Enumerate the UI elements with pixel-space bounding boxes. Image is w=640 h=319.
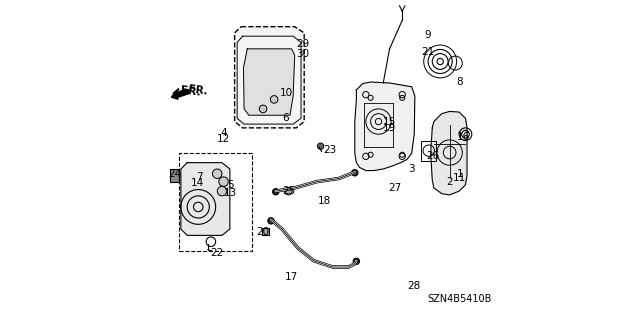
Text: 1: 1 <box>456 169 463 179</box>
Circle shape <box>273 189 279 195</box>
Circle shape <box>219 177 228 186</box>
Circle shape <box>353 258 360 264</box>
Text: 16: 16 <box>457 132 470 142</box>
Text: 25: 25 <box>282 186 295 196</box>
Text: 3: 3 <box>408 164 415 174</box>
Circle shape <box>212 169 222 178</box>
Text: 15: 15 <box>383 116 396 127</box>
Text: 21: 21 <box>421 47 434 57</box>
Text: 19: 19 <box>383 123 396 133</box>
Text: 18: 18 <box>318 196 332 206</box>
Text: 26: 26 <box>426 151 439 161</box>
Polygon shape <box>243 49 294 115</box>
Text: 28: 28 <box>408 281 421 291</box>
Polygon shape <box>355 82 415 171</box>
FancyArrow shape <box>172 90 189 99</box>
Text: 2: 2 <box>446 177 453 187</box>
Text: 27: 27 <box>388 183 401 193</box>
Polygon shape <box>235 27 304 128</box>
Bar <box>179 153 252 251</box>
Text: 17: 17 <box>285 271 298 281</box>
Bar <box>170 169 179 182</box>
Polygon shape <box>181 163 230 235</box>
Circle shape <box>351 170 358 176</box>
Text: 29: 29 <box>296 39 309 49</box>
Text: 10: 10 <box>280 88 293 98</box>
Text: FR.: FR. <box>188 84 209 97</box>
Text: 13: 13 <box>224 188 237 198</box>
Circle shape <box>317 143 324 149</box>
Circle shape <box>285 187 292 195</box>
Bar <box>421 141 436 161</box>
Text: 6: 6 <box>282 113 289 123</box>
Text: 5: 5 <box>227 180 234 190</box>
Bar <box>262 228 269 235</box>
Circle shape <box>270 96 278 103</box>
Text: 22: 22 <box>211 248 224 258</box>
Text: 11: 11 <box>452 174 466 183</box>
Circle shape <box>259 105 267 113</box>
Text: 12: 12 <box>217 134 230 144</box>
Text: FR.: FR. <box>179 85 201 98</box>
Text: 9: 9 <box>424 30 431 40</box>
Text: 30: 30 <box>296 48 309 59</box>
Polygon shape <box>431 111 467 195</box>
Circle shape <box>217 186 227 196</box>
Text: 4: 4 <box>220 128 227 137</box>
Text: 14: 14 <box>191 178 204 188</box>
Text: 8: 8 <box>456 77 463 87</box>
Text: SZN4B5410B: SZN4B5410B <box>428 293 492 304</box>
Text: 23: 23 <box>323 145 336 155</box>
Text: 20: 20 <box>256 227 269 237</box>
Text: 24: 24 <box>168 169 181 179</box>
Circle shape <box>268 218 274 224</box>
Text: 7: 7 <box>196 172 202 182</box>
